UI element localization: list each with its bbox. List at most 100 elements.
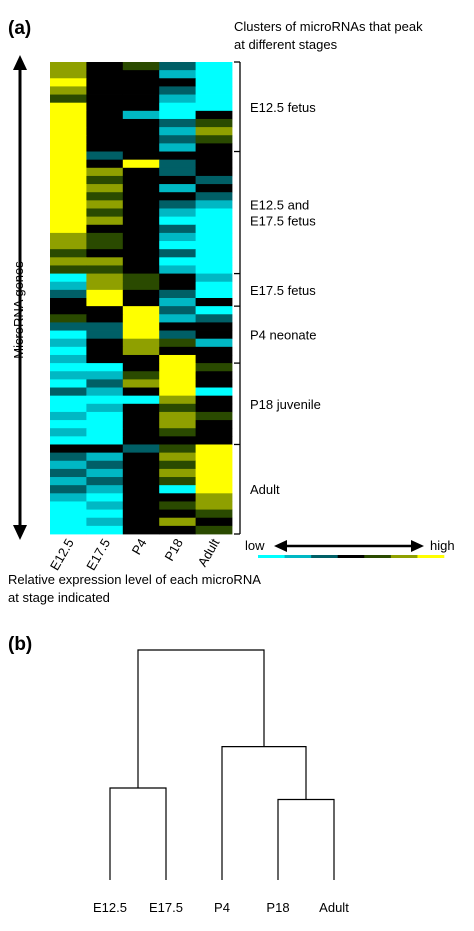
heatmap-cell: [122, 127, 160, 136]
heatmap-cell: [50, 501, 87, 510]
heatmap-cell: [122, 444, 160, 454]
heatmap-cell: [86, 411, 124, 421]
color-scale-swatch: [337, 555, 365, 558]
heatmap-cell: [195, 208, 233, 218]
heatmap-cell: [159, 78, 196, 87]
heatmap-cell: [195, 184, 233, 193]
heatmap-cell: [195, 241, 233, 250]
heatmap-cell: [159, 346, 196, 356]
heatmap-cell: [50, 428, 87, 437]
heatmap-cell: [159, 175, 196, 185]
heatmap-cell: [159, 110, 196, 120]
heatmap-cell: [122, 338, 160, 348]
dendrogram-branch: [277, 798, 335, 880]
heatmap-cell: [159, 371, 196, 380]
heatmap-cell: [159, 428, 196, 437]
color-scale-swatch: [417, 555, 445, 558]
heatmap-cell: [195, 289, 233, 299]
heatmap-cell: [159, 216, 196, 226]
heatmap-cell: [159, 167, 196, 177]
heatmap-cell: [50, 102, 87, 112]
heatmap-cell: [122, 232, 160, 242]
heatmap-cell: [122, 436, 160, 445]
bottom-caption-line-1: Relative expression level of each microR…: [8, 572, 261, 587]
heatmap-cell: [159, 70, 196, 79]
heatmap-cell: [159, 159, 196, 169]
heatmap-cell: [86, 363, 124, 372]
heatmap-cell: [195, 322, 233, 331]
heatmap-cell: [86, 70, 124, 79]
heatmap-cell: [122, 175, 160, 185]
heatmap-cell: [50, 420, 87, 429]
heatmap-cell: [86, 94, 124, 104]
heatmap-cell: [159, 468, 196, 478]
heatmap-cell: [50, 387, 87, 397]
heatmap-cell: [195, 436, 233, 445]
heatmap-cell: [50, 143, 87, 152]
heatmap-cell: [195, 477, 233, 486]
heatmap-cell: [159, 151, 196, 161]
top-caption-line-1: Clusters of microRNAs that peak: [234, 19, 423, 34]
heatmap-cell: [86, 143, 124, 152]
heatmap-cell: [159, 135, 196, 144]
heatmap-cell: [50, 62, 87, 71]
heatmap-cell: [159, 363, 196, 372]
heatmap-cell: [159, 192, 196, 201]
heatmap-cell: [86, 78, 124, 87]
heatmap-cell: [159, 86, 196, 95]
heatmap-cell: [122, 151, 160, 161]
heatmap-cell: [86, 436, 124, 445]
color-scale-swatch: [364, 555, 392, 558]
heatmap-cell: [159, 241, 196, 250]
heatmap-cell: [159, 452, 196, 462]
heatmap-cell: [122, 102, 160, 112]
heatmap-cell: [122, 118, 160, 128]
heatmap-cell: [195, 143, 233, 152]
heatmap-cell: [159, 501, 196, 510]
color-scale-swatch: [284, 555, 312, 558]
heatmap-cell: [195, 346, 233, 356]
heatmap-cell: [122, 298, 160, 307]
heatmap-cell: [195, 249, 233, 258]
heatmap-cell: [195, 306, 233, 315]
heatmap-cell: [50, 346, 87, 356]
heatmap-cell: [50, 281, 87, 291]
heatmap-cell: [159, 273, 196, 283]
heatmap-cell: [195, 525, 233, 535]
heatmap-cell: [50, 78, 87, 87]
heatmap-cell: [159, 62, 196, 71]
heatmap-cell: [122, 70, 160, 79]
heatmap-cell: [86, 273, 124, 283]
heatmap-cell: [195, 224, 233, 234]
heatmap-cell: [159, 257, 196, 266]
heatmap-cell: [195, 395, 233, 405]
heatmap-cell: [86, 452, 124, 462]
heatmap-cell: [159, 94, 196, 104]
heatmap-cell: [195, 273, 233, 283]
heatmap-cell: [195, 298, 233, 307]
heatmap-cell: [159, 143, 196, 152]
heatmap-cell: [86, 62, 124, 71]
heatmap-cell: [159, 525, 196, 535]
column-labels: E12.5 E17.5 P4 P18 Adult: [47, 536, 223, 573]
heatmap-cell: [122, 62, 160, 71]
heatmap-cell: [159, 314, 196, 323]
heatmap-cell: [86, 477, 124, 486]
dendrogram-leaf-label: E12.5: [93, 900, 127, 915]
heatmap-cell: [195, 62, 233, 71]
cluster-label: P4 neonate: [250, 328, 317, 343]
heatmap-cell: [50, 509, 87, 519]
heatmap-cell: [122, 509, 160, 519]
heatmap-cell: [50, 354, 87, 364]
heatmap-cell: [195, 102, 233, 112]
heatmap-cell: [50, 216, 87, 226]
heatmap-cell: [122, 371, 160, 380]
heatmap-cell: [122, 241, 160, 250]
heatmap-cell: [195, 175, 233, 185]
heatmap-cell: [195, 281, 233, 291]
heatmap-cell: [50, 493, 87, 502]
heatmap-cell: [86, 118, 124, 128]
heatmap-cell: [122, 411, 160, 421]
heatmap-cell: [50, 289, 87, 299]
heatmap-cell: [122, 477, 160, 486]
